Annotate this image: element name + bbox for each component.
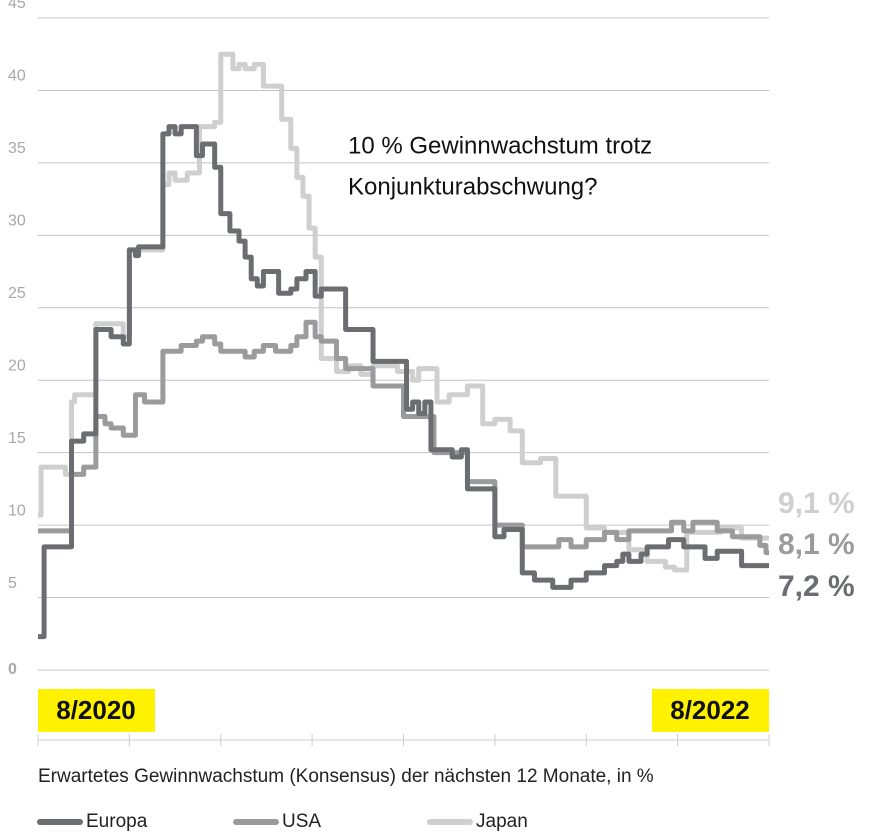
y-tick-label: 0	[8, 661, 17, 678]
legend: Europa USA Japan	[37, 811, 528, 832]
y-tick-label: 30	[8, 213, 26, 230]
series-line	[38, 124, 769, 640]
y-tick-label: 15	[8, 430, 26, 447]
grid: 0 5 10 15 20 25 30 35 40 45	[8, 0, 770, 746]
y-tick-label: 45	[8, 0, 26, 12]
lines	[38, 51, 769, 640]
legend-label: Japan	[476, 811, 528, 832]
end-label-box	[652, 689, 769, 732]
legend-label: Europa	[86, 811, 148, 832]
annotation: 10 % Gewinnwachstum trotz	[348, 132, 652, 159]
chart-title: Erwartetes Gewinnwachstum (Konsensus) de…	[38, 766, 654, 787]
end-label: 7,2 %	[778, 570, 855, 603]
x-start-label: 8/2020	[56, 695, 136, 725]
x-end-label: 8/2022	[670, 695, 750, 725]
y-tick-label: 25	[8, 285, 26, 302]
end-label: 8,1 %	[778, 528, 855, 561]
y-tick-label: 5	[8, 575, 17, 592]
legend-label: USA	[282, 811, 321, 832]
end-label: 9,1 %	[778, 487, 855, 520]
y-tick-label: 35	[8, 140, 26, 157]
y-tick-label: 20	[8, 357, 26, 374]
series-line	[38, 51, 769, 573]
series-line	[38, 319, 769, 556]
y-tick-label: 40	[8, 68, 26, 85]
y-tick-label: 10	[8, 502, 26, 519]
start-label-box	[38, 689, 155, 732]
annotation: Konjunkturabschwung?	[348, 173, 598, 200]
